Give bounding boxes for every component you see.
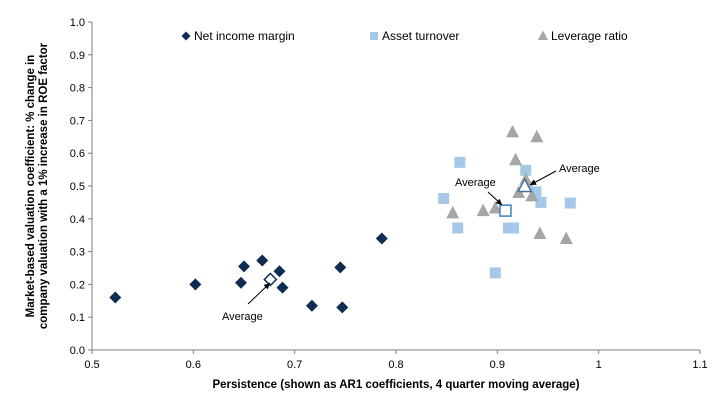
leverage-ratio-average-arrowhead [530,179,537,185]
legend-leverage-ratio-marker [538,30,548,40]
net-income-margin-point [375,232,388,245]
data-points [109,124,576,314]
asset-turnover-average-marker [499,204,512,217]
legend-leverage-ratio-label: Leverage ratio [551,29,628,43]
tick-labels: 0.0 0.1 0.2 0.3 0.4 0.5 0.6 0.7 0.8 0.9 1.0 0.5 0.6 0… [70,17,708,371]
x-tick-label: 0.9 [490,359,505,371]
leverage-ratio-average-label: Average [559,163,600,175]
leverage-ratio-point [533,226,547,240]
y-axis-label-line: Market-based valuation coefficient: % ch… [25,55,37,318]
asset-turnover-point [452,222,464,234]
leverage-ratio-point [509,152,523,166]
asset-turnover-point [530,186,542,198]
annotations: Average Average Average [222,163,600,323]
net-income-margin-point [336,301,349,314]
x-tick-label: 0.8 [388,359,403,371]
x-tick-label: 0.5 [84,359,99,371]
net-income-margin-average-arrowhead [263,283,270,290]
x-tick-label: 1 [596,359,602,371]
asset-turnover-average-arrowhead [495,198,502,205]
y-tick-label: 0.4 [70,214,85,226]
y-tick-label: 0.7 [70,115,85,127]
legend: Net income margin Asset turnover Leverage … [181,29,628,43]
y-tick-label: 1.0 [70,17,85,29]
leverage-ratio-point [559,231,573,244]
legend-net-income-margin-label: Net income margin [194,29,295,43]
y-tick-label: 0.6 [70,148,85,160]
y-tick-label: 0.0 [70,345,85,357]
leverage-ratio-average-marker [516,177,533,193]
asset-turnover-point [454,156,466,168]
axes [88,21,701,354]
asset-turnover-point [535,196,547,208]
x-tick-label: 0.6 [186,359,201,371]
net-income-margin-average-label: Average [222,311,263,323]
y-tick-label: 0.3 [70,247,85,259]
leverage-ratio-point [488,200,502,214]
net-income-margin-point [256,254,269,267]
legend-net-income-margin-marker [181,31,191,41]
y-axis-label: Market-based valuation coefficient: % ch… [25,42,50,329]
y-tick-label: 0.9 [70,50,85,62]
x-tick-label: 0.7 [287,359,302,371]
net-income-margin-point [276,281,289,294]
asset-turnover-point [520,164,532,176]
leverage-ratio-point [506,124,520,138]
leverage-ratio-point [446,205,460,219]
y-tick-label: 0.5 [70,181,85,193]
leverage-ratio-point [525,188,539,202]
net-income-margin-point [234,276,247,289]
legend-asset-turnover-label: Asset turnover [382,29,459,43]
net-income-margin-point [305,299,318,312]
net-income-margin-point [334,261,347,274]
net-income-margin-point [273,265,286,278]
y-tick-label: 0.1 [70,312,85,324]
net-income-margin-point [109,291,122,304]
net-income-margin-point [189,278,202,291]
net-income-margin-point [238,260,250,273]
legend-asset-turnover-marker [370,32,378,40]
x-axis-label: Persistence (shown as AR1 coefficients, … [212,379,579,391]
asset-turnover-average-label: Average [455,177,496,189]
asset-turnover-point [489,267,501,279]
asset-turnover-point [438,192,450,204]
leverage-ratio-point [530,129,544,143]
y-axis-label-line: company valuation with a 1% increase in … [38,42,50,329]
leverage-ratio-point [476,203,490,217]
asset-turnover-point [508,222,520,234]
y-tick-label: 0.2 [70,279,85,291]
x-tick-label: 1.1 [692,359,707,371]
y-tick-label: 0.8 [70,83,85,95]
net-income-margin-average-marker [263,272,278,287]
asset-turnover-point [564,197,576,209]
